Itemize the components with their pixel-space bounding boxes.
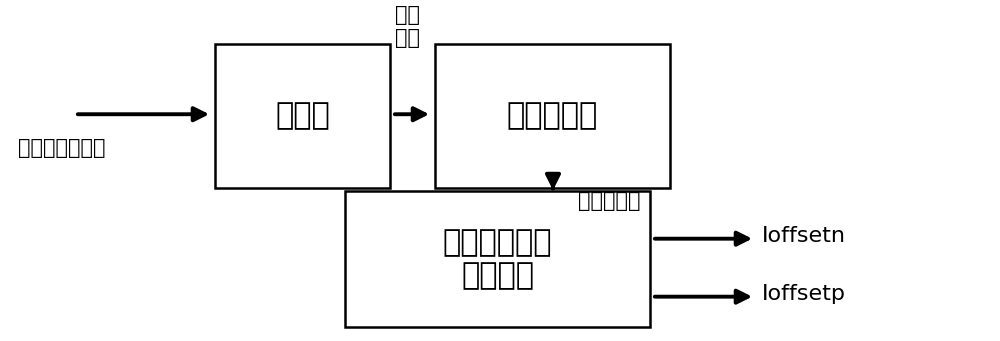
Text: 数字控制码: 数字控制码 xyxy=(578,191,640,211)
Text: Ioffsetn: Ioffsetn xyxy=(762,226,846,246)
Text: 判决器: 判决器 xyxy=(275,101,330,131)
Text: 数字寄存器: 数字寄存器 xyxy=(507,101,598,131)
Text: 移位
信号: 移位 信号 xyxy=(396,5,420,48)
Text: 均衡放大器输出: 均衡放大器输出 xyxy=(18,138,106,158)
Bar xyxy=(435,44,670,188)
Bar xyxy=(215,44,390,188)
Text: 互补电流型数
模转换器: 互补电流型数 模转换器 xyxy=(443,228,552,291)
Text: Ioffsetp: Ioffsetp xyxy=(762,284,846,304)
Bar xyxy=(345,191,650,327)
